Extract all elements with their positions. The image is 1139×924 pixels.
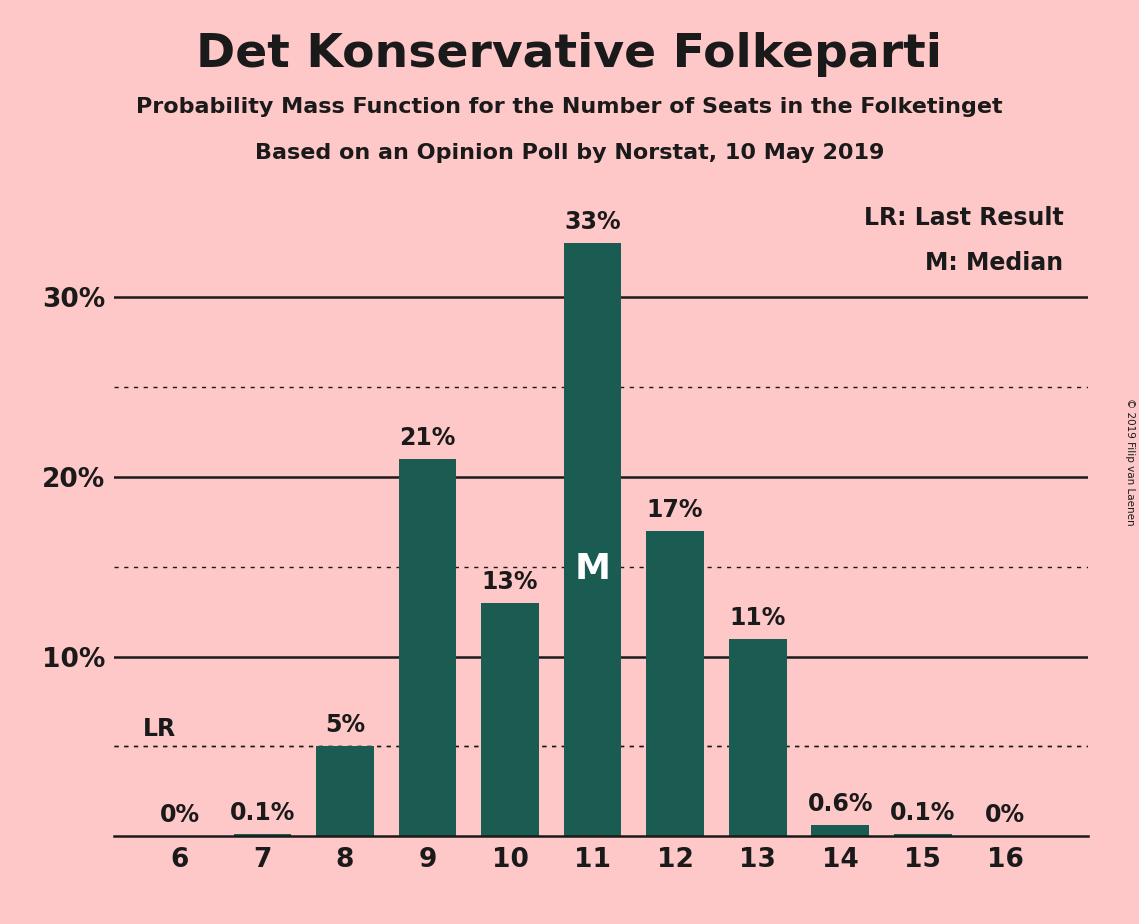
Text: M: Median: M: Median <box>925 250 1064 274</box>
Text: 5%: 5% <box>325 713 364 737</box>
Bar <box>894 834 951 836</box>
Text: Based on an Opinion Poll by Norstat, 10 May 2019: Based on an Opinion Poll by Norstat, 10 … <box>255 143 884 164</box>
Text: © 2019 Filip van Laenen: © 2019 Filip van Laenen <box>1125 398 1134 526</box>
Text: 0%: 0% <box>159 803 200 827</box>
Text: 0.1%: 0.1% <box>890 801 956 825</box>
Text: 33%: 33% <box>564 211 621 235</box>
Text: LR: LR <box>142 717 175 741</box>
Bar <box>233 834 292 836</box>
Text: M: M <box>574 553 611 587</box>
Text: 13%: 13% <box>482 570 539 594</box>
Text: Det Konservative Folkeparti: Det Konservative Folkeparti <box>197 32 942 78</box>
Text: 11%: 11% <box>729 605 786 629</box>
Bar <box>811 825 869 836</box>
Text: 21%: 21% <box>400 426 456 450</box>
Text: 0%: 0% <box>985 803 1025 827</box>
Bar <box>481 602 539 836</box>
Bar <box>399 459 457 836</box>
Text: Probability Mass Function for the Number of Seats in the Folketinget: Probability Mass Function for the Number… <box>137 97 1002 117</box>
Bar <box>564 243 622 836</box>
Text: 17%: 17% <box>647 498 704 522</box>
Bar <box>646 530 704 836</box>
Bar <box>317 747 374 836</box>
Bar <box>729 638 787 836</box>
Text: LR: Last Result: LR: Last Result <box>863 206 1064 229</box>
Text: 0.1%: 0.1% <box>230 801 295 825</box>
Text: 0.6%: 0.6% <box>808 793 872 817</box>
